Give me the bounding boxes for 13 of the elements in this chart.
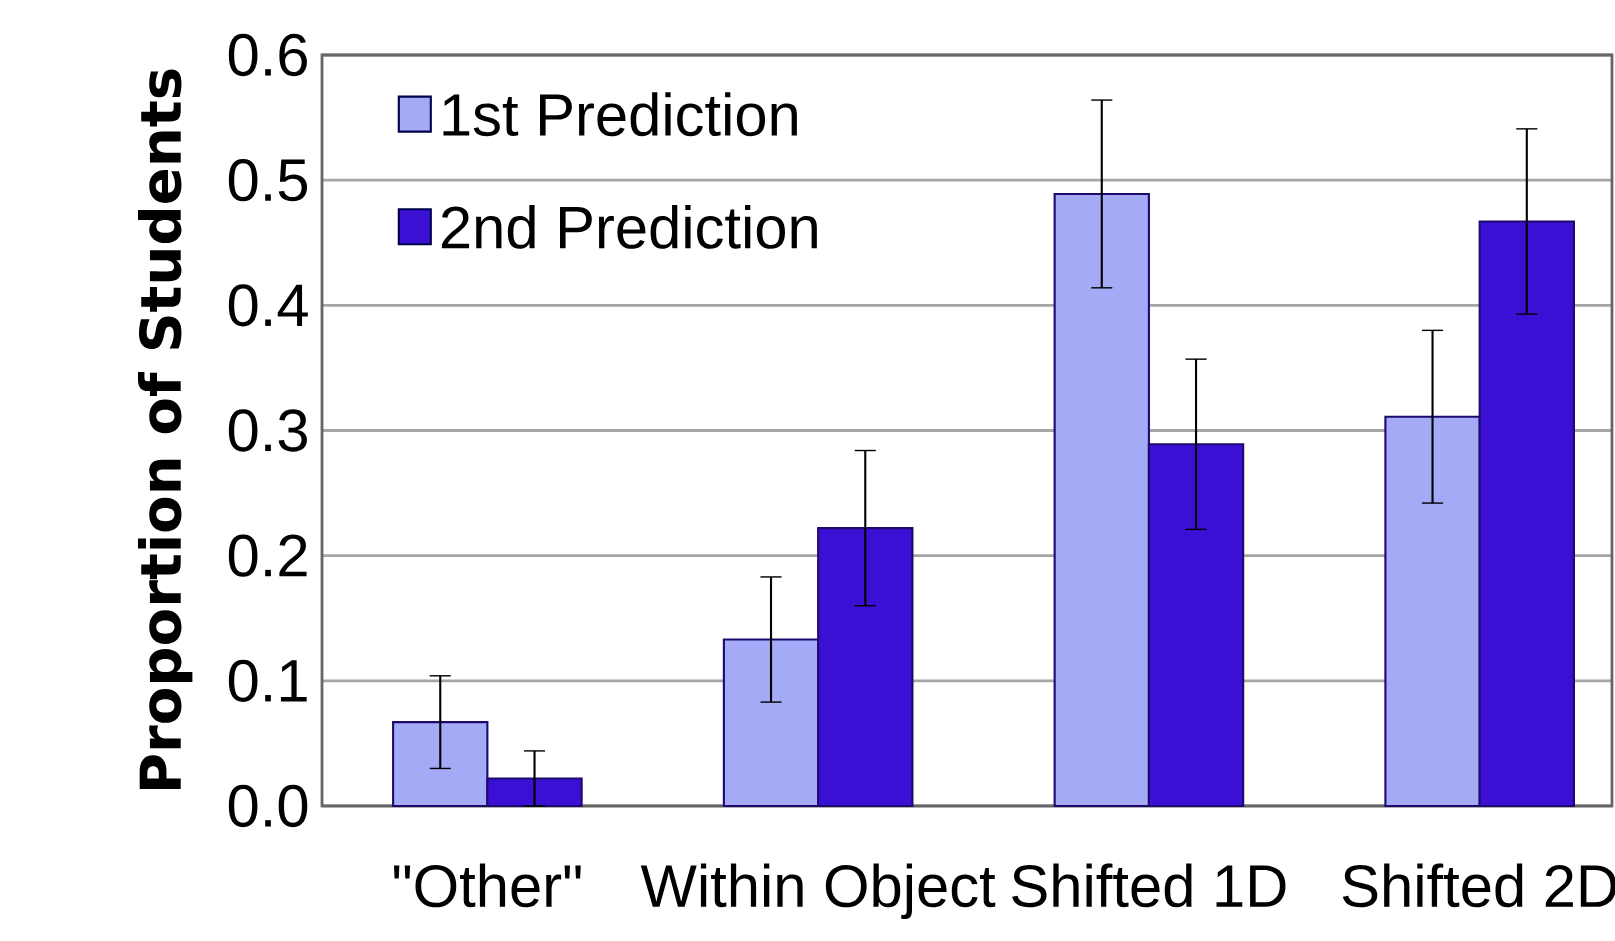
y-tick-label: 0.1	[228, 659, 307, 702]
y-tick-label: 0.6	[228, 33, 307, 77]
y-tick-label: 0.0	[228, 784, 308, 828]
legend-label: 1st Prediction	[443, 92, 797, 137]
y-tick-label: 0.5	[228, 159, 308, 202]
legend-label: 2nd Prediction	[441, 204, 817, 249]
y-tick-label: 0.4	[228, 284, 308, 327]
y-axis-title: Proportion of Students	[137, 69, 193, 790]
x-tick-label: Within Object	[640, 863, 996, 920]
y-tick-label: 0.3	[228, 409, 307, 452]
x-tick-label: Shifted 1D	[1012, 863, 1286, 908]
y-tick-label: 0.2	[228, 534, 307, 577]
x-tick-label: "Other"	[393, 863, 581, 908]
